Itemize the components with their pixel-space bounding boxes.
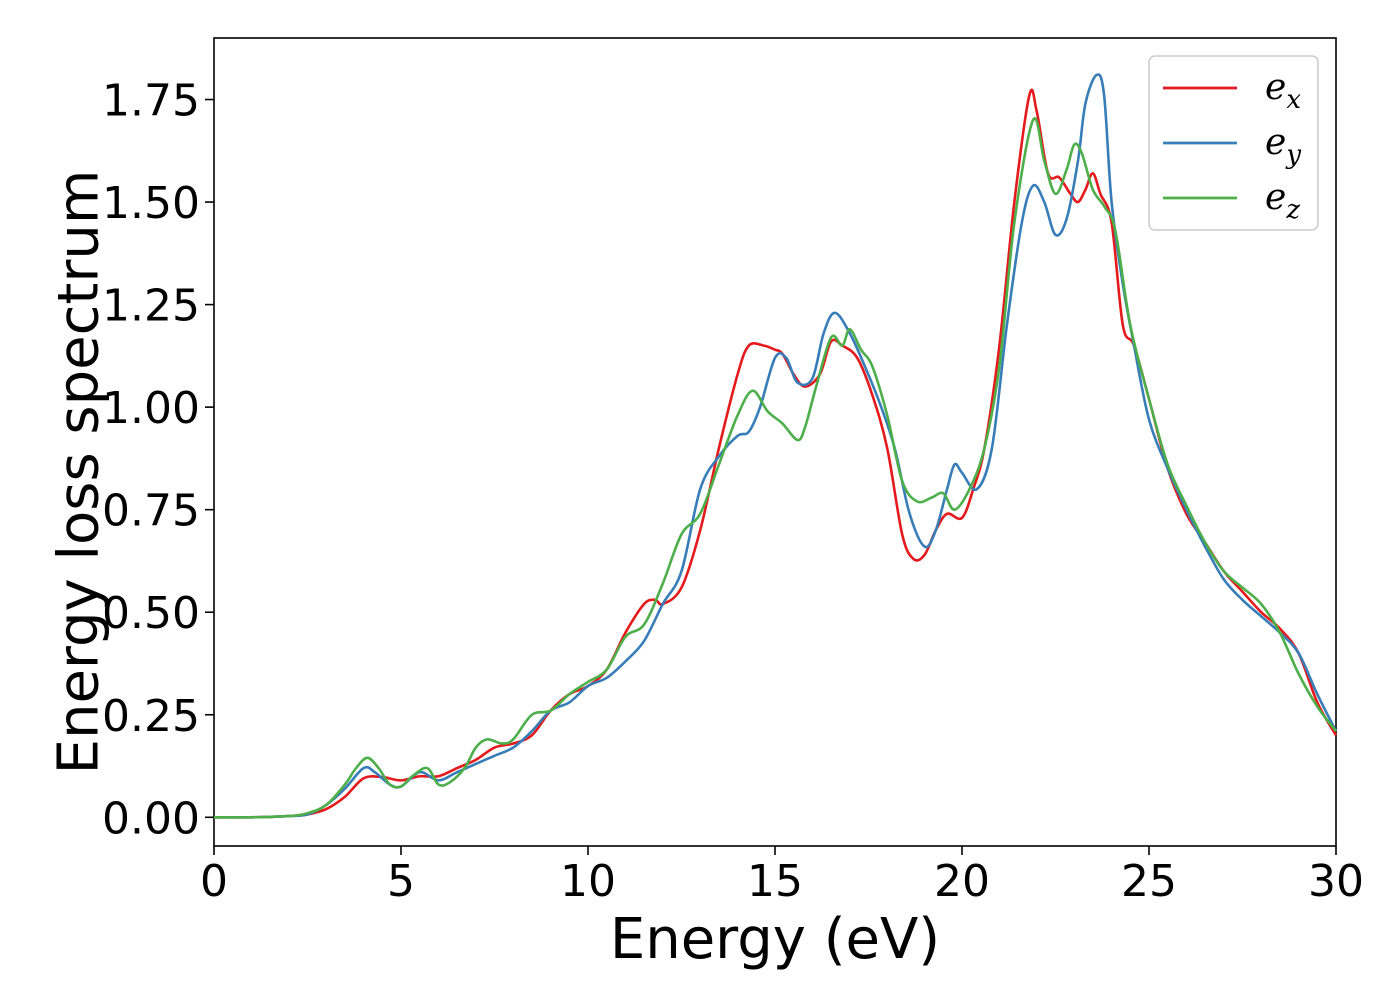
y-tick-label: 0.00 bbox=[102, 793, 200, 844]
legend-label-base: e bbox=[1265, 177, 1286, 218]
legend-label-subscript: z bbox=[1285, 195, 1300, 225]
y-tick-label: 0.75 bbox=[102, 486, 200, 537]
y-axis: 0.00 0.25 0.50 0.75 1.00 1.25 1.50 1.75 bbox=[102, 76, 214, 844]
legend-label-x: ex bbox=[1265, 67, 1301, 115]
series-line-z bbox=[213, 117, 1338, 819]
y-axis-title: Energy loss spectrum bbox=[47, 170, 112, 775]
y-tick-label: 0.50 bbox=[102, 588, 200, 639]
series-layer bbox=[213, 73, 1338, 819]
x-tick-label: 5 bbox=[387, 856, 415, 907]
x-axis-title: Energy (eV) bbox=[610, 907, 940, 972]
x-tick-label: 15 bbox=[747, 856, 803, 907]
y-tick-label: 1.00 bbox=[102, 383, 200, 434]
legend-label-z: ez bbox=[1265, 177, 1300, 225]
series-line-x bbox=[213, 88, 1338, 819]
x-axis: 0 5 10 15 20 25 30 bbox=[200, 846, 1364, 907]
x-tick-label: 30 bbox=[1308, 856, 1364, 907]
legend-label-subscript: y bbox=[1285, 140, 1301, 170]
y-tick-label: 1.75 bbox=[102, 76, 200, 127]
legend-label-subscript: x bbox=[1286, 85, 1301, 115]
x-tick-label: 0 bbox=[200, 856, 228, 907]
legend-label-base: e bbox=[1265, 67, 1286, 108]
x-tick-label: 10 bbox=[560, 856, 616, 907]
legend-label-y: ey bbox=[1265, 122, 1301, 170]
legend-label-base: e bbox=[1265, 122, 1286, 163]
y-tick-label: 1.50 bbox=[102, 178, 200, 229]
y-tick-label: 0.25 bbox=[102, 691, 200, 742]
x-tick-label: 25 bbox=[1121, 856, 1177, 907]
x-tick-label: 20 bbox=[934, 856, 990, 907]
y-tick-label: 1.25 bbox=[102, 281, 200, 332]
